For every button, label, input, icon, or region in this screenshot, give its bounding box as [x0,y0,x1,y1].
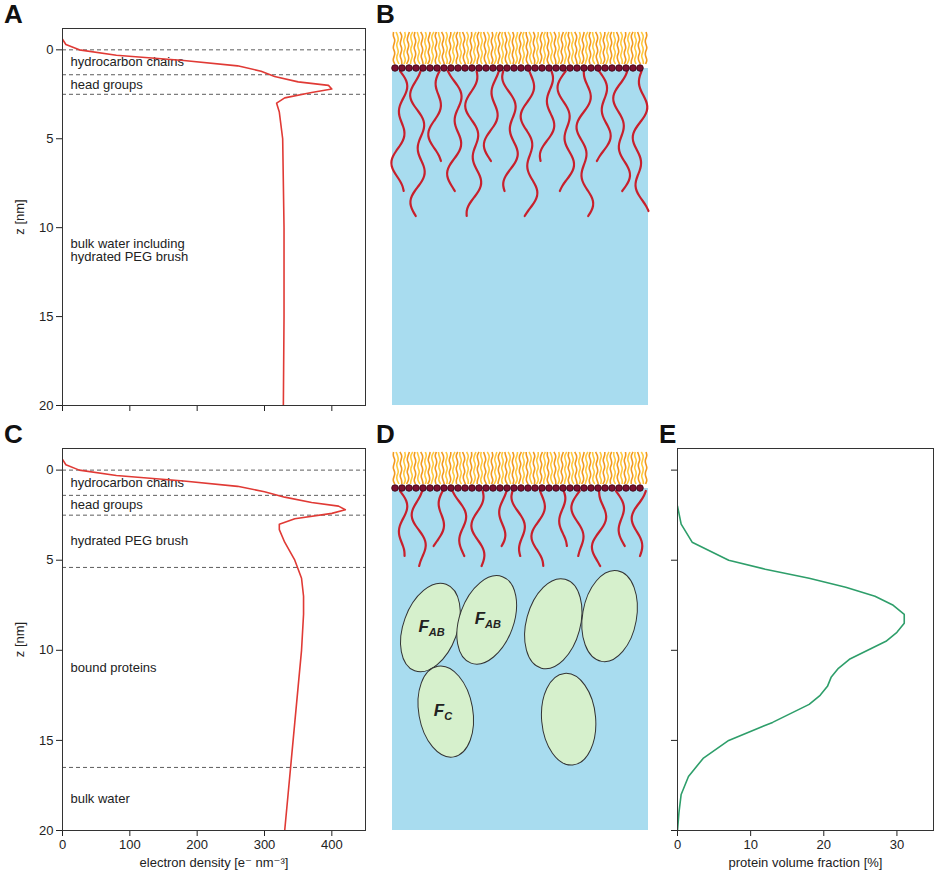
svg-text:15: 15 [39,733,53,748]
svg-text:hydrocarbon chains: hydrocarbon chains [70,474,184,490]
svg-text:head groups: head groups [71,77,144,92]
svg-text:5: 5 [46,131,53,146]
html-text:D: D [376,419,395,449]
svg-text:0: 0 [46,462,53,477]
svg-text:10: 10 [39,220,53,235]
svg-text:200: 200 [186,837,208,852]
svg-text:5: 5 [46,552,53,567]
svg-text:10: 10 [39,642,53,657]
svg-text:30: 30 [890,837,904,852]
svg-text:bulk water includinghydrated P: bulk water includinghydrated PEG brush [71,236,189,264]
html-text:B: B [376,0,395,29]
svg-text:20: 20 [39,823,53,838]
svg-text:z [nm]: z [nm] [12,199,27,234]
svg-text:0: 0 [46,42,53,57]
svg-text:FAB: FAB [475,609,501,630]
svg-text:10: 10 [743,837,757,852]
svg-text:bound proteins: bound proteins [71,660,158,675]
svg-text:400: 400 [321,837,343,852]
svg-text:bulk water: bulk water [71,791,131,806]
svg-text:20: 20 [39,398,53,413]
svg-text:15: 15 [39,309,53,324]
svg-text:FAB: FAB [418,617,444,638]
html-text:E: E [659,419,677,449]
svg-text:100: 100 [119,837,141,852]
svg-text:hydrated PEG brush: hydrated PEG brush [71,533,189,548]
svg-text:z [nm]: z [nm] [12,622,27,657]
html-text:C: C [4,419,23,449]
svg-text:head groups: head groups [71,497,144,512]
svg-text:300: 300 [254,837,276,852]
html-text:A: A [4,0,23,29]
svg-text:0: 0 [59,837,66,852]
svg-text:20: 20 [817,837,831,852]
svg-text:FC: FC [434,701,453,722]
svg-text:0: 0 [674,837,681,852]
svg-text:protein volume fraction [%]: protein volume fraction [%] [729,855,883,870]
svg-text:hydrocarbon chains: hydrocarbon chains [70,54,184,70]
svg-text:electron density [e⁻ nm⁻³]: electron density [e⁻ nm⁻³] [140,855,289,870]
